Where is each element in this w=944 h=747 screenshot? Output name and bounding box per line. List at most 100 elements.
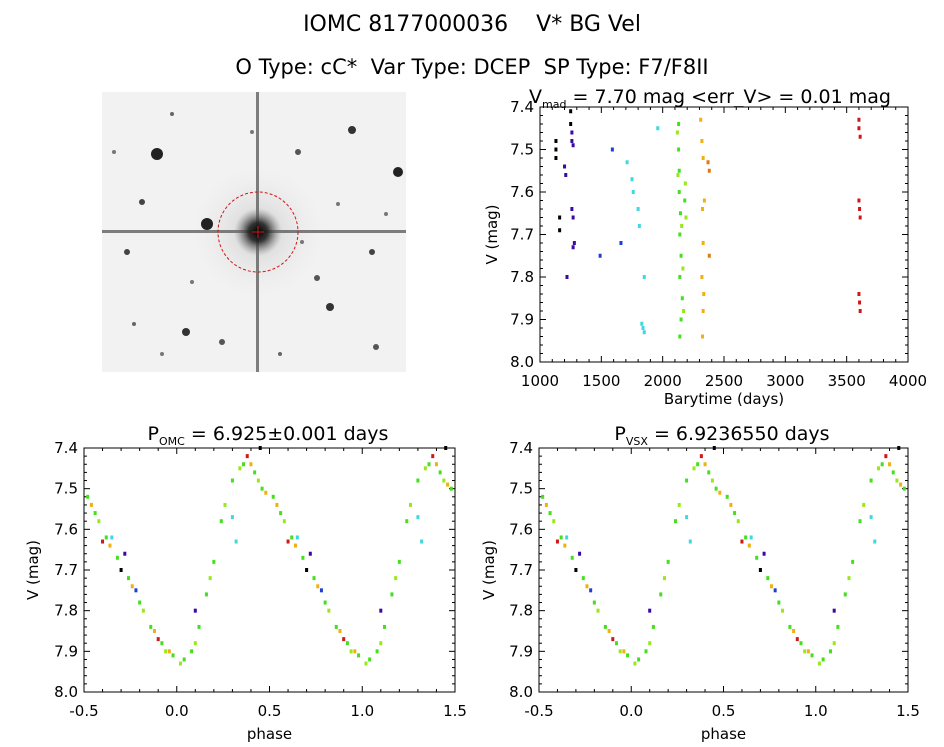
data-point <box>758 568 762 572</box>
data-point <box>666 559 670 564</box>
data-point <box>676 173 680 177</box>
chart-title: PVSX = 6.9236550 days <box>614 423 829 448</box>
data-point <box>857 117 861 122</box>
data-point <box>408 502 412 507</box>
data-point <box>683 181 687 186</box>
field-star <box>139 199 145 205</box>
data-point <box>156 637 160 642</box>
chart-panel-2: -0.5 0.0 0.5 1.0 1.5 7.4 7.5 7.6 7.7 7.8 7.9 8.0 PVS… <box>480 423 920 743</box>
data-point <box>554 139 558 143</box>
data-point <box>379 641 383 646</box>
y-axis-label: V (mag) <box>480 540 498 600</box>
data-point <box>427 462 431 467</box>
data-point <box>692 466 696 471</box>
y-tick-label: 7.9 <box>54 642 78 660</box>
data-point <box>857 126 861 131</box>
data-point <box>619 241 623 245</box>
data-point <box>230 478 234 483</box>
data-point <box>888 462 892 467</box>
data-point <box>637 224 641 228</box>
data-point <box>190 649 194 654</box>
data-point <box>674 519 678 524</box>
data-point <box>338 629 342 633</box>
field-star <box>201 218 213 230</box>
data-point <box>178 661 182 666</box>
data-point <box>696 462 700 467</box>
data-point <box>677 502 681 507</box>
y-tick-label: 7.7 <box>54 561 78 579</box>
field-star <box>300 240 304 244</box>
data-point <box>795 637 799 642</box>
data-point <box>327 608 331 613</box>
data-point <box>707 168 711 173</box>
data-point <box>880 462 884 467</box>
data-point <box>858 309 862 313</box>
data-point <box>449 486 453 491</box>
data-point <box>659 592 663 597</box>
data-point <box>581 576 585 581</box>
data-point <box>167 649 171 654</box>
data-point <box>733 511 737 516</box>
data-point <box>423 466 427 471</box>
data-point <box>552 519 556 524</box>
data-point <box>762 551 766 556</box>
data-point <box>193 641 197 646</box>
data-point <box>342 637 346 642</box>
data-point <box>677 122 681 126</box>
y-tick-label: 7.5 <box>54 480 78 498</box>
data-point <box>119 568 123 572</box>
data-point <box>701 207 705 211</box>
data-point <box>610 147 614 152</box>
data-point <box>718 490 722 495</box>
data-point <box>193 608 197 613</box>
y-axis-label: V (mag) <box>483 204 501 264</box>
x-tick-label: 1500 <box>582 372 620 390</box>
data-point <box>680 224 684 228</box>
data-point <box>873 539 877 544</box>
data-point <box>182 657 186 662</box>
data-point <box>858 519 862 524</box>
y-tick-label: 7.4 <box>510 98 534 116</box>
data-point <box>286 539 290 544</box>
data-point <box>614 641 618 646</box>
data-point <box>832 608 836 613</box>
data-point <box>707 470 711 475</box>
data-point <box>394 576 398 581</box>
data-point <box>699 117 703 122</box>
data-point <box>364 661 368 666</box>
y-tick-label: 7.6 <box>509 520 533 538</box>
x-tick-label: 1.0 <box>350 702 374 720</box>
plot-frame <box>539 106 909 363</box>
data-point <box>777 600 781 605</box>
data-point <box>212 559 216 564</box>
aperture-circle <box>217 191 299 273</box>
data-point <box>160 641 164 646</box>
data-point <box>700 139 704 143</box>
x-tick-label: 1.0 <box>804 702 828 720</box>
y-tick-label: 8.0 <box>54 683 78 701</box>
star-field-image <box>102 92 406 372</box>
data-point <box>677 168 681 173</box>
data-point <box>171 653 175 658</box>
data-point <box>295 535 299 540</box>
data-point <box>416 515 420 520</box>
data-point <box>712 446 716 450</box>
data-point <box>293 543 297 548</box>
data-point <box>397 559 401 564</box>
data-point <box>569 122 573 126</box>
data-point <box>253 470 257 475</box>
field-star <box>250 130 254 134</box>
field-star <box>278 352 282 356</box>
data-point <box>260 486 264 491</box>
x-tick-label: -0.5 <box>69 702 98 720</box>
data-point <box>115 555 119 560</box>
data-point <box>290 535 294 540</box>
data-point <box>245 454 249 459</box>
data-point <box>755 555 759 560</box>
data-point <box>803 649 807 654</box>
data-point <box>897 446 901 450</box>
data-point <box>357 653 361 658</box>
x-tick-label: 0.5 <box>712 702 736 720</box>
data-point <box>679 317 683 322</box>
